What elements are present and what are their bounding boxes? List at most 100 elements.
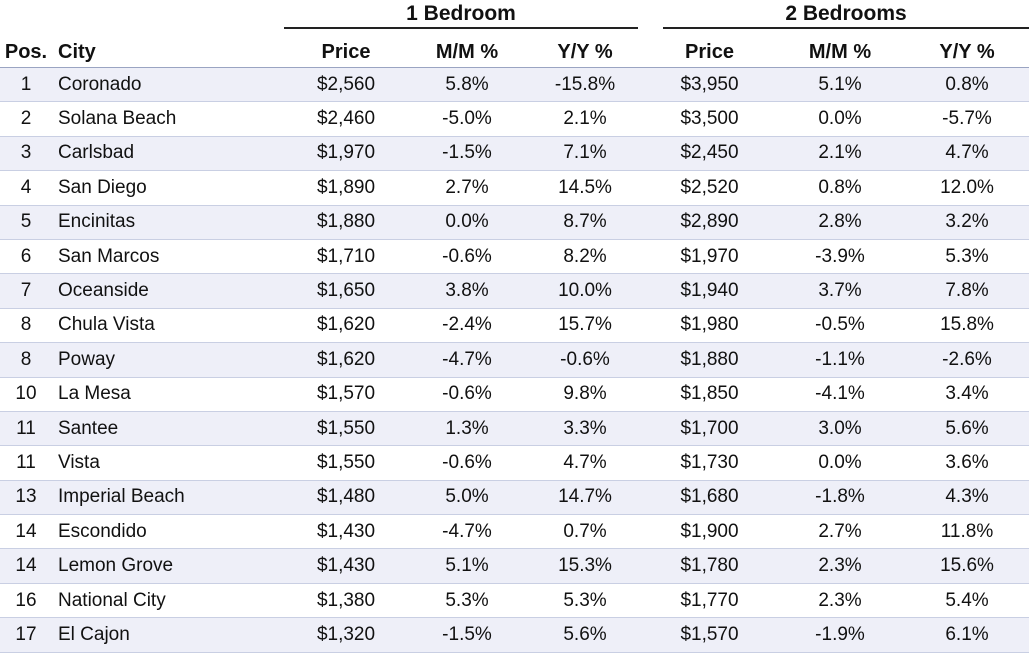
cell-mm-2bed: 2.7% [775, 514, 905, 550]
cell-yy-2bed: 4.3% [905, 480, 1029, 516]
cell-yy-1bed: 8.7% [526, 205, 644, 240]
cell-price-1bed: $1,710 [284, 239, 408, 275]
cell-yy-2bed: -5.7% [905, 101, 1029, 137]
cell-city: Vista [52, 445, 284, 481]
cell-price-2bed: $1,940 [644, 273, 775, 309]
table-body: 1 Coronado $2,560 5.8% -15.8% $3,950 5.1% 0.8% 2… [0, 67, 1029, 653]
cell-pos: 8 [0, 342, 52, 378]
column-header-row: Pos. City Price M/M % Y/Y % Price M/M % … [0, 37, 1029, 68]
cell-yy-2bed: -2.6% [905, 342, 1029, 378]
cell-yy-2bed: 5.3% [905, 239, 1029, 275]
cell-price-1bed: $1,650 [284, 273, 408, 309]
cell-mm-2bed: -1.8% [775, 480, 905, 516]
cell-mm-2bed: 2.1% [775, 136, 905, 172]
cell-pos: 13 [0, 480, 52, 516]
column-header-mm-1: M/M % [408, 37, 526, 68]
cell-yy-2bed: 7.8% [905, 273, 1029, 309]
cell-mm-1bed: 5.8% [408, 67, 526, 103]
cell-yy-1bed: 15.7% [526, 308, 644, 344]
cell-yy-1bed: -15.8% [526, 67, 644, 103]
table-row: 14 Lemon Grove $1,430 5.1% 15.3% $1,780 2.3% 15… [0, 548, 1029, 584]
cell-price-2bed: $2,890 [644, 205, 775, 240]
cell-yy-2bed: 15.6% [905, 548, 1029, 584]
table-row: 11 Santee $1,550 1.3% 3.3% $1,700 3.0% 5.6% [0, 411, 1029, 447]
cell-yy-2bed: 4.7% [905, 136, 1029, 172]
cell-mm-2bed: -4.1% [775, 377, 905, 412]
cell-price-2bed: $1,850 [644, 377, 775, 412]
cell-price-2bed: $1,730 [644, 445, 775, 481]
table-row: 14 Escondido $1,430 -4.7% 0.7% $1,900 2.7% 11.8… [0, 514, 1029, 550]
cell-yy-2bed: 0.8% [905, 67, 1029, 103]
cell-pos: 6 [0, 239, 52, 275]
cell-yy-2bed: 3.2% [905, 205, 1029, 240]
table-row: 8 Poway $1,620 -4.7% -0.6% $1,880 -1.1% -2.6% [0, 342, 1029, 378]
cell-price-1bed: $1,430 [284, 514, 408, 550]
cell-price-1bed: $1,380 [284, 583, 408, 619]
cell-pos: 10 [0, 377, 52, 412]
cell-mm-2bed: -0.5% [775, 308, 905, 344]
cell-city: Escondido [52, 514, 284, 550]
cell-yy-2bed: 12.0% [905, 170, 1029, 206]
cell-price-1bed: $1,550 [284, 411, 408, 447]
cell-price-1bed: $1,430 [284, 548, 408, 584]
cell-mm-2bed: -1.1% [775, 342, 905, 378]
cell-yy-2bed: 5.6% [905, 411, 1029, 447]
cell-mm-1bed: -1.5% [408, 136, 526, 172]
cell-yy-1bed: 8.2% [526, 239, 644, 275]
table-row: 17 El Cajon $1,320 -1.5% 5.6% $1,570 -1.9% 6.1% [0, 617, 1029, 653]
cell-mm-2bed: 0.0% [775, 101, 905, 137]
cell-pos: 1 [0, 67, 52, 103]
cell-yy-2bed: 6.1% [905, 617, 1029, 653]
cell-price-1bed: $2,560 [284, 67, 408, 103]
cell-price-2bed: $1,680 [644, 480, 775, 516]
cell-mm-2bed: 0.0% [775, 445, 905, 481]
cell-mm-1bed: 5.1% [408, 548, 526, 584]
cell-mm-1bed: -2.4% [408, 308, 526, 344]
cell-price-2bed: $2,450 [644, 136, 775, 172]
cell-mm-2bed: 2.3% [775, 548, 905, 584]
cell-mm-2bed: 3.0% [775, 411, 905, 447]
table-row: 16 National City $1,380 5.3% 5.3% $1,770 2.3% 5… [0, 583, 1029, 619]
rent-table: Pos. City Price M/M % Y/Y % Price M/M % … [0, 37, 1029, 653]
cell-mm-1bed: 0.0% [408, 205, 526, 240]
cell-mm-1bed: -0.6% [408, 377, 526, 412]
cell-price-1bed: $1,480 [284, 480, 408, 516]
cell-pos: 8 [0, 308, 52, 344]
cell-price-2bed: $2,520 [644, 170, 775, 206]
cell-price-2bed: $1,900 [644, 514, 775, 550]
cell-pos: 14 [0, 514, 52, 550]
cell-city: Carlsbad [52, 136, 284, 172]
cell-mm-1bed: -0.6% [408, 239, 526, 275]
cell-pos: 7 [0, 273, 52, 309]
cell-mm-1bed: 1.3% [408, 411, 526, 447]
cell-mm-1bed: -0.6% [408, 445, 526, 481]
cell-price-1bed: $1,970 [284, 136, 408, 172]
cell-city: La Mesa [52, 377, 284, 412]
column-header-pos: Pos. [0, 37, 52, 68]
cell-city: Solana Beach [52, 101, 284, 137]
cell-mm-1bed: -1.5% [408, 617, 526, 653]
cell-pos: 2 [0, 101, 52, 137]
cell-city: Chula Vista [52, 308, 284, 344]
cell-price-2bed: $1,780 [644, 548, 775, 584]
cell-city: El Cajon [52, 617, 284, 653]
cell-mm-1bed: -4.7% [408, 514, 526, 550]
cell-price-2bed: $3,950 [644, 67, 775, 103]
cell-price-1bed: $1,880 [284, 205, 408, 240]
cell-mm-2bed: -1.9% [775, 617, 905, 653]
cell-city: Coronado [52, 67, 284, 103]
cell-pos: 3 [0, 136, 52, 172]
column-header-price-1: Price [284, 37, 408, 68]
group-header-1-bedroom: 1 Bedroom [284, 0, 638, 29]
cell-yy-2bed: 11.8% [905, 514, 1029, 550]
cell-mm-1bed: 2.7% [408, 170, 526, 206]
cell-pos: 4 [0, 170, 52, 206]
table-row: 5 Encinitas $1,880 0.0% 8.7% $2,890 2.8% 3.2% [0, 205, 1029, 240]
cell-price-2bed: $3,500 [644, 101, 775, 137]
cell-mm-1bed: -4.7% [408, 342, 526, 378]
cell-pos: 16 [0, 583, 52, 619]
cell-pos: 11 [0, 445, 52, 481]
cell-price-2bed: $1,970 [644, 239, 775, 275]
cell-price-1bed: $1,320 [284, 617, 408, 653]
cell-city: Santee [52, 411, 284, 447]
